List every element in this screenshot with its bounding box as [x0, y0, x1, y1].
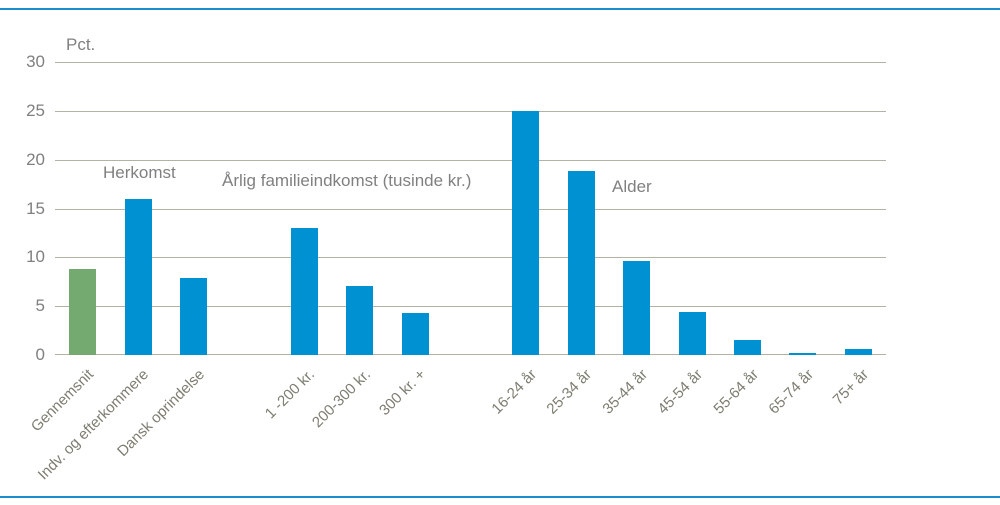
bar-45-54-år — [679, 312, 706, 355]
bar-200-300-kr- — [346, 286, 373, 355]
bar-25-34-år — [568, 171, 595, 355]
plot-area — [55, 62, 886, 355]
bar-300-kr-+ — [402, 313, 429, 355]
y-tick-label: 10 — [26, 247, 45, 267]
bar-55-64-år — [734, 340, 761, 355]
bar-gennemsnit — [69, 269, 96, 355]
bar-16-24-år — [512, 111, 539, 355]
y-tick-label: 30 — [26, 52, 45, 71]
group-label-herkomst: Herkomst — [103, 163, 176, 182]
gridline — [55, 209, 886, 210]
bar-1-200-kr- — [291, 228, 318, 355]
gridline — [55, 354, 886, 355]
gridline — [55, 306, 886, 307]
bottom-frame-rule — [0, 496, 1000, 498]
bar-indv-og-efterkommere — [125, 199, 152, 355]
y-tick-label: 15 — [26, 198, 45, 218]
group-label-familieindkomst: Årlig familieindkomst (tusinde kr.) — [222, 171, 472, 190]
gridline — [55, 160, 886, 161]
bar-75+-år — [845, 349, 872, 355]
bar-65-74-år — [789, 353, 816, 355]
gridline — [55, 111, 886, 112]
bar-dansk-oprindelse — [180, 278, 207, 355]
y-tick-label: 0 — [35, 345, 45, 364]
y-axis-unit-label: Pct. — [66, 35, 96, 54]
gridline — [55, 257, 886, 258]
group-label-alder: Alder — [612, 177, 652, 196]
gridline — [55, 62, 886, 63]
y-tick-label: 20 — [26, 149, 45, 169]
y-tick-label: 5 — [35, 296, 45, 316]
bar-35-44-år — [623, 261, 650, 355]
y-tick-label: 25 — [26, 100, 45, 120]
top-frame-rule — [0, 8, 1000, 10]
